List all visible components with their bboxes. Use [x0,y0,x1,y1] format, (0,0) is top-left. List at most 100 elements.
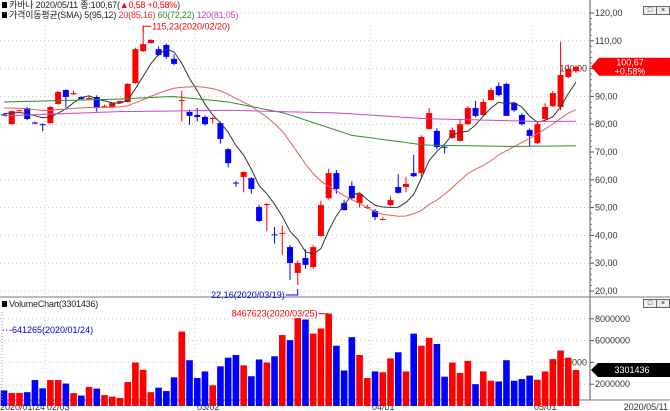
volume-bar [163,391,170,406]
volume-bar [178,331,186,406]
candle-down [472,108,479,116]
ma20-line [3,86,577,217]
volume-bar [333,345,340,406]
price-tick-label: 90,00 [595,91,618,101]
volume-bar [294,318,302,406]
volume-bar [456,372,464,406]
date-label: 05/01 [534,402,557,411]
candle-up [356,193,363,204]
candle-up [47,106,54,124]
price-tick-label: 80,00 [595,119,618,129]
volume-bar [8,392,16,406]
volume-bar [572,370,580,406]
date-label: 02/03 [47,402,70,411]
candle-up [263,203,270,205]
candle-down [248,178,255,189]
volume-bar [271,356,278,406]
volume-bar [302,319,309,406]
volume-bar [263,362,271,406]
candle-up [55,91,62,104]
volume-bar [371,371,379,406]
candle-up [317,205,324,236]
candle-down [31,122,38,124]
ma60-line [3,96,577,147]
change-pct: +0,58% [147,0,178,10]
candle-up [426,113,433,129]
restore-button[interactable]: □ [643,6,657,15]
volume-bar [108,396,116,406]
volume-bar [317,328,325,406]
volume-bar [232,354,240,406]
volume-bar [139,369,147,406]
change-value: ▲0,58 [119,0,146,10]
candle-up [487,90,494,101]
candle-up [124,83,131,102]
volume-tick-label: 2000000 [595,379,630,389]
current-price-pct: +0,58% [615,67,646,77]
date-label: 2020/01/24 [0,402,45,411]
candle-down [441,146,448,148]
candle-up [565,68,572,77]
candle-down [186,111,193,116]
candle-up [16,110,23,112]
candle-up [310,247,317,268]
volume-bar [549,359,557,406]
volume-bar [418,345,425,406]
current-volume-tag [591,363,670,378]
volume-bar [402,371,410,406]
volume-bar [217,366,224,406]
volume-bar [240,365,247,406]
volume-close-button[interactable]: × [656,299,670,308]
date-label: 04/01 [372,402,395,411]
current-price-value: 100,67 [616,58,644,68]
candle-down [217,123,224,139]
candle-up [101,106,108,108]
volume-bar [510,380,518,406]
volume-bar [472,384,479,406]
candle-down [62,90,69,97]
candle-down [495,86,502,96]
close-button[interactable]: × [656,6,670,15]
candle-down [194,115,201,117]
volume-bar [31,380,39,406]
low-marker [285,288,299,296]
candle-down [201,116,208,125]
volume-restore-button[interactable]: □ [643,299,657,308]
candle-up [279,232,286,234]
volume-bar [487,380,495,406]
candle-up [379,218,386,220]
candle-down [395,187,402,193]
ma20-legend: 20(85,16) [118,10,156,20]
candle-up [480,101,487,116]
volume-bar [449,362,456,406]
price-tick-label: 60,00 [595,175,618,185]
candle-up [8,111,15,125]
candle-down [155,49,162,55]
candle-up [209,118,216,120]
date-label: 03/02 [197,402,220,411]
candle-up [70,93,77,95]
volume-bar [78,395,85,406]
volume-bar [93,388,101,406]
volume-bar [147,392,155,406]
candle-up [557,74,564,107]
ma-label: 가격이동평균(SMA) [9,10,82,20]
volume-bar [155,387,162,406]
candle-up [86,98,93,100]
candle-up [116,101,123,104]
candle-down [232,182,239,184]
volume-bar [0,390,8,406]
candle-up [178,100,185,102]
volume-bar [534,379,541,406]
current-volume-value: 3301436 [614,365,649,375]
volume-bar [479,371,487,406]
stock-name: 카바나 [9,0,34,10]
volume-high-annotation: 8467623(2020/03/25) [232,309,318,319]
volume-bar [425,337,433,406]
volume-bar [379,372,387,406]
price-tick-label: 110,00 [595,36,622,46]
candle-down [503,83,510,116]
candle-down [171,58,178,64]
volume-tick-label: 6000000 [595,336,630,346]
